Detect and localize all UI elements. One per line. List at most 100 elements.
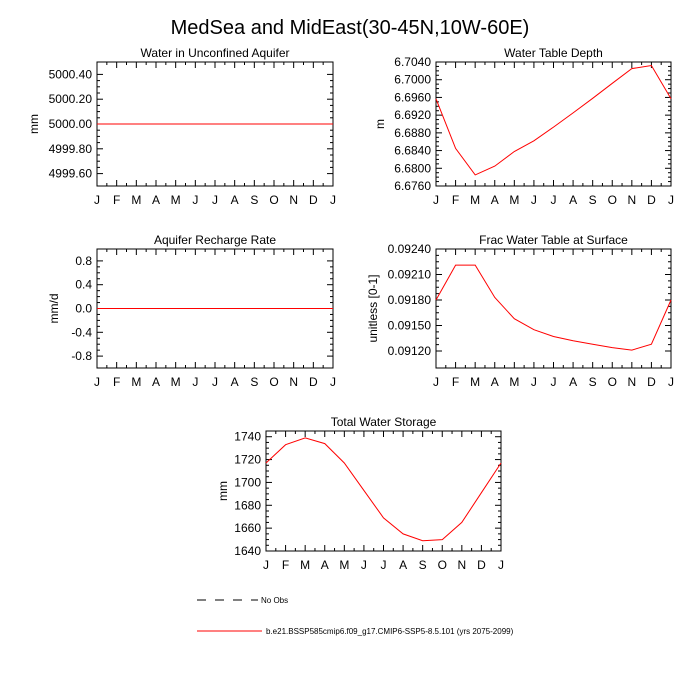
x-tick-label: D bbox=[647, 193, 656, 207]
series-line bbox=[265, 437, 502, 542]
series-line bbox=[435, 264, 672, 351]
x-tick-label: O bbox=[608, 375, 617, 389]
x-tick-label: F bbox=[113, 375, 120, 389]
x-tick-label: M bbox=[131, 193, 141, 207]
y-axis-label: unitless [0-1] bbox=[366, 274, 380, 342]
x-tick-label: J bbox=[381, 558, 387, 572]
x-tick-label: M bbox=[509, 375, 519, 389]
y-axis-label: mm bbox=[27, 114, 41, 134]
figure-title: MedSea and MidEast(30-45N,10W-60E) bbox=[171, 17, 530, 39]
y-tick-label: 1740 bbox=[234, 430, 261, 444]
legend: No Obs b.e21.BSSP585cmip6.f09_g17.CMIP6-… bbox=[197, 596, 514, 636]
x-tick-label: J bbox=[433, 375, 439, 389]
x-tick-label: M bbox=[171, 375, 181, 389]
x-tick-label: A bbox=[231, 375, 239, 389]
x-tick-label: S bbox=[250, 375, 258, 389]
x-tick-label: J bbox=[330, 375, 336, 389]
y-tick-label: 1720 bbox=[234, 453, 261, 467]
y-tick-label: 1680 bbox=[234, 498, 261, 512]
x-tick-label: J bbox=[668, 193, 674, 207]
x-tick-label: A bbox=[152, 375, 160, 389]
x-tick-label: J bbox=[551, 193, 557, 207]
x-tick-label: A bbox=[152, 193, 160, 207]
legend-model-label: b.e21.BSSP585cmip6.f09_g17.CMIP6-SSP5-8.… bbox=[266, 627, 514, 636]
x-tick-label: J bbox=[94, 375, 100, 389]
x-tick-label: F bbox=[282, 558, 289, 572]
y-tick-label: -0.8 bbox=[71, 349, 92, 363]
x-tick-label: J bbox=[551, 375, 557, 389]
x-tick-label: N bbox=[627, 375, 636, 389]
x-tick-label: N bbox=[457, 558, 466, 572]
plot-frame bbox=[265, 430, 502, 552]
x-tick-label: J bbox=[263, 558, 269, 572]
x-tick-label: J bbox=[212, 375, 218, 389]
x-tick-label: A bbox=[231, 193, 239, 207]
y-tick-label: 0.8 bbox=[75, 254, 92, 268]
y-tick-label: 1700 bbox=[234, 475, 261, 489]
y-tick-label: 0.4 bbox=[75, 278, 92, 292]
x-tick-label: A bbox=[569, 193, 577, 207]
y-tick-label: 6.6880 bbox=[394, 126, 431, 140]
y-tick-label: 6.6840 bbox=[394, 144, 431, 158]
y-axis-label: mm/d bbox=[47, 294, 61, 324]
x-tick-label: M bbox=[131, 375, 141, 389]
y-tick-label: 0.0 bbox=[75, 302, 92, 316]
x-tick-label: S bbox=[419, 558, 427, 572]
y-axis-label: m bbox=[373, 119, 387, 129]
x-tick-label: O bbox=[269, 375, 278, 389]
y-tick-label: 5000.40 bbox=[49, 67, 93, 81]
x-tick-label: F bbox=[113, 193, 120, 207]
x-tick-label: A bbox=[491, 375, 499, 389]
y-tick-label: 0.09240 bbox=[388, 242, 432, 256]
y-tick-label: 6.7040 bbox=[394, 55, 431, 69]
y-tick-label: 5000.20 bbox=[49, 92, 93, 106]
x-tick-label: F bbox=[452, 193, 459, 207]
y-tick-label: 0.09150 bbox=[388, 319, 432, 333]
plot-frame bbox=[435, 61, 672, 187]
y-axis-label: mm bbox=[216, 481, 230, 501]
x-tick-label: N bbox=[627, 193, 636, 207]
y-tick-label: 5000.00 bbox=[49, 117, 93, 131]
y-tick-label: 6.6760 bbox=[394, 179, 431, 193]
y-tick-label: 4999.80 bbox=[49, 142, 93, 156]
x-tick-label: D bbox=[647, 375, 656, 389]
x-tick-label: J bbox=[192, 375, 198, 389]
x-tick-label: S bbox=[589, 193, 597, 207]
x-tick-label: J bbox=[498, 558, 504, 572]
x-tick-label: J bbox=[330, 193, 336, 207]
x-tick-label: M bbox=[339, 558, 349, 572]
x-tick-label: O bbox=[269, 193, 278, 207]
series-line bbox=[435, 64, 672, 176]
x-tick-label: J bbox=[361, 558, 367, 572]
x-tick-label: J bbox=[531, 375, 537, 389]
x-tick-label: J bbox=[212, 193, 218, 207]
x-tick-label: O bbox=[438, 558, 447, 572]
x-tick-label: J bbox=[531, 193, 537, 207]
y-tick-label: 0.09120 bbox=[388, 344, 432, 358]
x-tick-label: A bbox=[321, 558, 329, 572]
x-tick-label: M bbox=[470, 375, 480, 389]
chart-title: Frac Water Table at Surface bbox=[479, 233, 628, 247]
x-tick-label: J bbox=[94, 193, 100, 207]
x-tick-label: N bbox=[289, 375, 298, 389]
y-tick-label: 6.6960 bbox=[394, 90, 431, 104]
y-tick-label: 6.7000 bbox=[394, 73, 431, 87]
x-tick-label: D bbox=[309, 375, 318, 389]
plot-frame bbox=[435, 248, 672, 369]
chart-title: Water Table Depth bbox=[504, 46, 603, 60]
x-tick-label: D bbox=[477, 558, 486, 572]
x-tick-label: A bbox=[569, 375, 577, 389]
y-tick-label: 6.6800 bbox=[394, 161, 431, 175]
x-tick-label: S bbox=[589, 375, 597, 389]
y-tick-label: 6.6920 bbox=[394, 108, 431, 122]
x-tick-label: A bbox=[491, 193, 499, 207]
x-tick-label: J bbox=[668, 375, 674, 389]
chart-title: Water in Unconfined Aquifer bbox=[141, 46, 290, 60]
legend-obs-label: No Obs bbox=[261, 596, 288, 605]
